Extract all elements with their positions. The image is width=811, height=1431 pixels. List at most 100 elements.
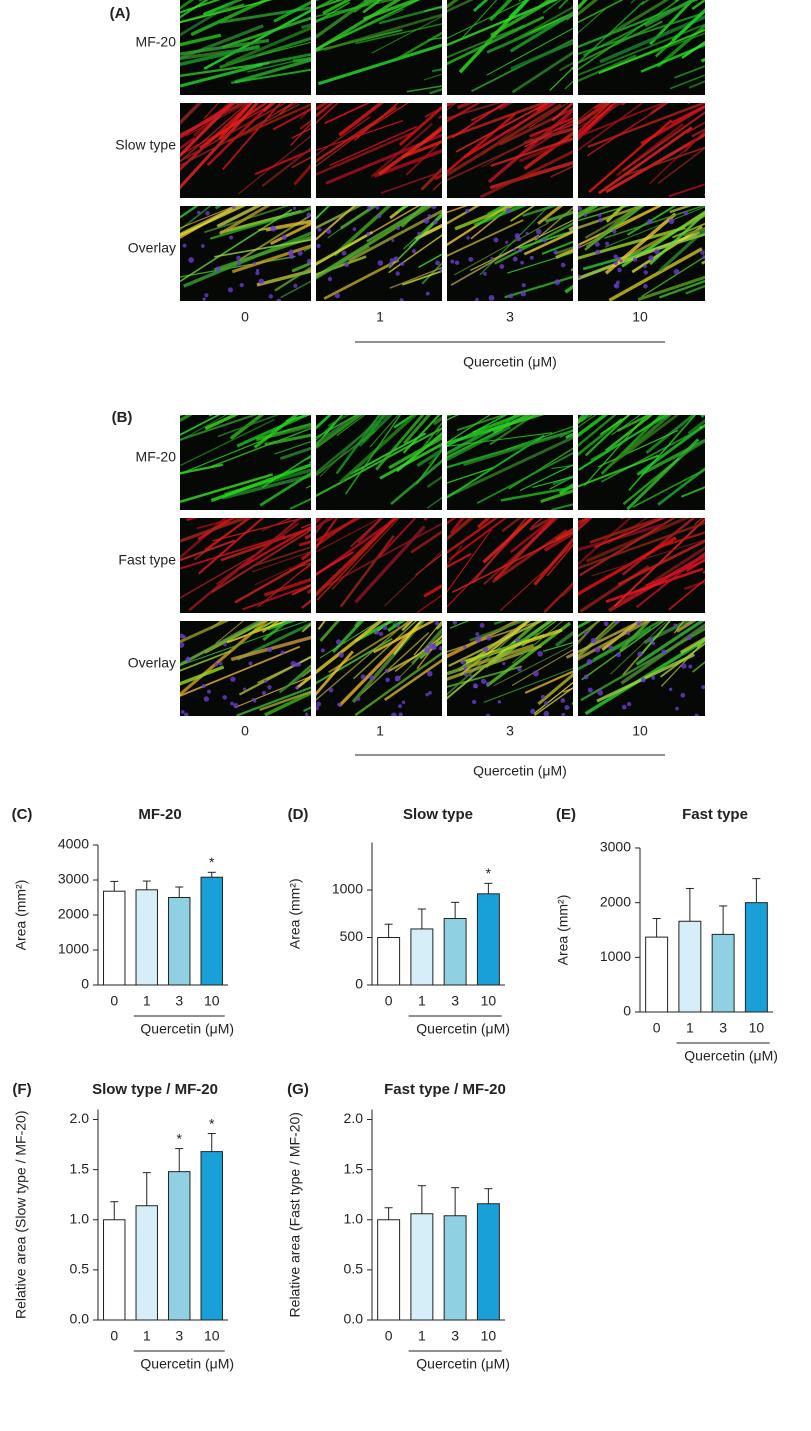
fiber xyxy=(251,550,311,573)
fiber xyxy=(764,154,811,226)
nucleus xyxy=(651,641,656,646)
nucleus xyxy=(613,254,618,259)
nucleus xyxy=(554,279,561,286)
fiber xyxy=(180,650,232,672)
fiber xyxy=(325,133,442,185)
fiber xyxy=(319,621,340,642)
fiber xyxy=(759,0,811,63)
fiber xyxy=(727,569,811,657)
micrograph-bg xyxy=(447,206,573,301)
nucleus xyxy=(268,294,273,299)
fiber xyxy=(710,337,811,452)
nucleus xyxy=(594,646,601,653)
fiber xyxy=(204,206,290,234)
fiber xyxy=(215,621,245,644)
fiber xyxy=(511,621,564,664)
fiber xyxy=(316,244,370,280)
fiber xyxy=(607,518,648,545)
nucleus xyxy=(290,660,297,667)
nucleus xyxy=(560,262,566,268)
row-label: Fast type xyxy=(118,552,176,568)
nucleus xyxy=(389,258,394,263)
fiber xyxy=(421,261,442,285)
nucleus xyxy=(688,664,693,669)
nucleus xyxy=(384,668,389,673)
nucleus xyxy=(182,243,187,248)
fiber xyxy=(605,415,654,452)
nucleus xyxy=(537,650,543,657)
fiber xyxy=(490,0,556,37)
y-tick-label: 1.0 xyxy=(70,1210,90,1226)
fiber xyxy=(542,641,573,652)
micrograph xyxy=(180,518,311,613)
fiber xyxy=(578,103,602,121)
fiber xyxy=(449,518,465,535)
fiber xyxy=(543,581,573,613)
fiber xyxy=(717,56,811,141)
nucleus xyxy=(360,674,366,680)
nucleus xyxy=(215,266,221,272)
fiber xyxy=(236,415,310,448)
fiber xyxy=(674,65,705,79)
fiber xyxy=(316,8,350,18)
fiber xyxy=(578,103,644,152)
nucleus xyxy=(597,213,602,218)
nucleus xyxy=(475,636,482,643)
fiber xyxy=(657,146,705,185)
micrograph xyxy=(447,621,573,716)
fiber xyxy=(561,586,573,598)
fiber xyxy=(748,481,811,534)
fiber xyxy=(180,418,275,467)
nucleus xyxy=(475,632,480,637)
fiber xyxy=(578,0,645,63)
fiber xyxy=(537,672,573,706)
micrograph xyxy=(180,0,311,95)
fiber xyxy=(532,476,573,488)
nucleus xyxy=(222,695,227,700)
nucleus xyxy=(184,712,189,716)
fiber xyxy=(447,435,573,498)
fiber xyxy=(725,452,811,492)
fiber xyxy=(689,211,705,222)
fiber xyxy=(578,536,677,596)
fiber xyxy=(671,8,705,42)
fiber xyxy=(202,0,243,16)
nucleus xyxy=(304,712,309,716)
fiber xyxy=(754,435,808,497)
nucleus xyxy=(385,677,390,683)
x-tick-label: 0 xyxy=(385,1328,393,1344)
fiber xyxy=(258,219,311,232)
fiber xyxy=(322,0,352,15)
fiber xyxy=(578,621,600,645)
fiber xyxy=(261,518,293,532)
fiber xyxy=(731,550,811,595)
bar xyxy=(135,1205,158,1321)
fiber xyxy=(180,554,255,599)
fiber xyxy=(449,621,470,629)
panel-label: (D) xyxy=(288,806,309,823)
fiber xyxy=(259,471,311,507)
fiber xyxy=(476,452,573,504)
fiber xyxy=(454,206,517,231)
fiber xyxy=(463,431,569,467)
nucleus xyxy=(525,231,529,236)
nucleus xyxy=(205,211,210,216)
nucleus xyxy=(270,225,277,232)
nucleus xyxy=(460,659,466,665)
micrograph xyxy=(316,518,442,613)
fiber xyxy=(626,206,677,236)
fiber xyxy=(316,415,363,450)
nucleus xyxy=(207,689,211,694)
nucleus xyxy=(463,665,468,670)
nucleus xyxy=(316,706,319,711)
fiber xyxy=(707,50,792,132)
fiber xyxy=(609,621,668,675)
nucleus xyxy=(317,227,322,232)
fiber xyxy=(339,415,418,484)
fiber xyxy=(447,621,543,653)
fiber xyxy=(272,107,311,131)
fiber xyxy=(755,629,811,711)
nucleus xyxy=(233,702,239,709)
fiber xyxy=(301,308,397,430)
fiber xyxy=(402,415,441,454)
